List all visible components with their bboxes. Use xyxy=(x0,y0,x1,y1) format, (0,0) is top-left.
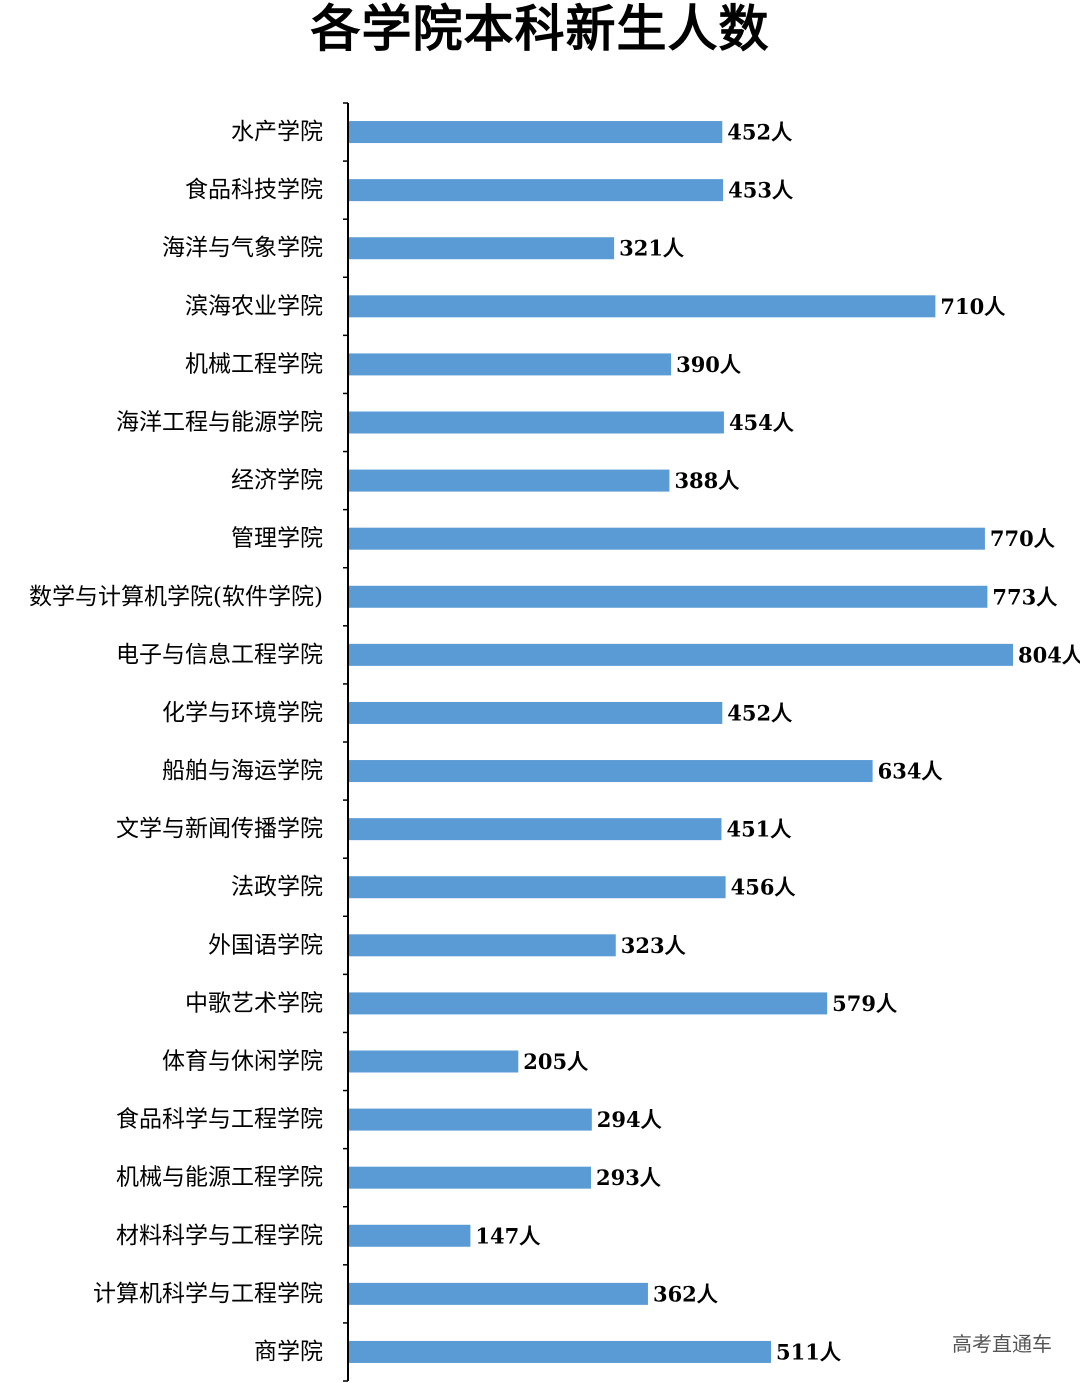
bar xyxy=(349,585,988,608)
category-label: 船舶与海运学院 xyxy=(162,758,323,784)
category-label: 法政学院 xyxy=(231,874,323,900)
category-label: 机械工程学院 xyxy=(185,351,323,377)
category-label: 文学与新闻传播学院 xyxy=(116,816,323,842)
category-label: 体育与休闲学院 xyxy=(162,1049,323,1075)
category-label: 数学与计算机学院(软件学院) xyxy=(29,584,323,610)
data-label: 362人 xyxy=(653,1281,718,1306)
category-label: 经济学院 xyxy=(231,468,323,494)
bar xyxy=(349,527,985,550)
bar xyxy=(349,179,724,202)
category-label: 材料科学与工程学院 xyxy=(116,1223,323,1249)
data-label: 456人 xyxy=(731,875,796,900)
bar xyxy=(349,643,1013,666)
category-label: 滨海农业学院 xyxy=(185,293,323,319)
category-label: 食品科学与工程学院 xyxy=(116,1107,323,1133)
data-label: 634人 xyxy=(878,759,943,784)
bar xyxy=(349,353,672,376)
category-label: 中歌艺术学院 xyxy=(185,990,323,1016)
category-label: 电子与信息工程学院 xyxy=(116,642,323,668)
data-label: 388人 xyxy=(674,468,739,493)
bar xyxy=(349,1166,591,1189)
data-label: 323人 xyxy=(621,933,686,958)
data-label: 390人 xyxy=(676,352,741,377)
data-label: 452人 xyxy=(727,700,792,725)
data-label: 293人 xyxy=(596,1165,661,1190)
category-label: 外国语学院 xyxy=(208,932,323,958)
data-label: 205人 xyxy=(523,1049,588,1074)
data-label: 773人 xyxy=(992,584,1057,609)
bar xyxy=(349,1224,471,1247)
bar xyxy=(349,237,615,260)
bar xyxy=(349,469,670,492)
category-label: 计算机科学与工程学院 xyxy=(93,1281,323,1307)
data-label: 147人 xyxy=(475,1223,540,1248)
data-label: 452人 xyxy=(727,120,792,145)
bar xyxy=(349,411,724,434)
data-label: 770人 xyxy=(990,526,1055,551)
bar xyxy=(349,818,722,841)
data-label: 454人 xyxy=(729,410,794,435)
chart-title: 各学院本科新生人数 xyxy=(310,0,770,58)
bar xyxy=(349,934,616,957)
data-label: 321人 xyxy=(619,236,684,261)
category-label: 海洋工程与能源学院 xyxy=(116,410,323,436)
bar xyxy=(349,1050,519,1073)
bar xyxy=(349,1282,648,1305)
bar xyxy=(349,992,828,1015)
data-label: 294人 xyxy=(597,1107,662,1132)
watermark: 高考直通车 xyxy=(952,1332,1052,1356)
data-label: 579人 xyxy=(832,991,897,1016)
category-label: 水产学院 xyxy=(231,119,323,145)
bar xyxy=(349,876,726,899)
bar xyxy=(349,760,873,783)
bar xyxy=(349,1108,592,1131)
data-label: 710人 xyxy=(940,294,1005,319)
category-label: 化学与环境学院 xyxy=(162,700,323,726)
bar xyxy=(349,1340,772,1363)
bar xyxy=(349,701,723,724)
bar xyxy=(349,295,936,318)
category-label: 食品科技学院 xyxy=(185,177,323,203)
category-label: 海洋与气象学院 xyxy=(162,235,323,261)
bar xyxy=(349,121,723,144)
category-label: 商学院 xyxy=(254,1339,323,1365)
data-label: 453人 xyxy=(728,178,793,203)
data-label: 511人 xyxy=(776,1339,841,1364)
category-label: 管理学院 xyxy=(231,526,323,552)
category-label: 机械与能源工程学院 xyxy=(116,1165,323,1191)
data-label: 804人 xyxy=(1018,642,1080,667)
data-label: 451人 xyxy=(726,817,791,842)
